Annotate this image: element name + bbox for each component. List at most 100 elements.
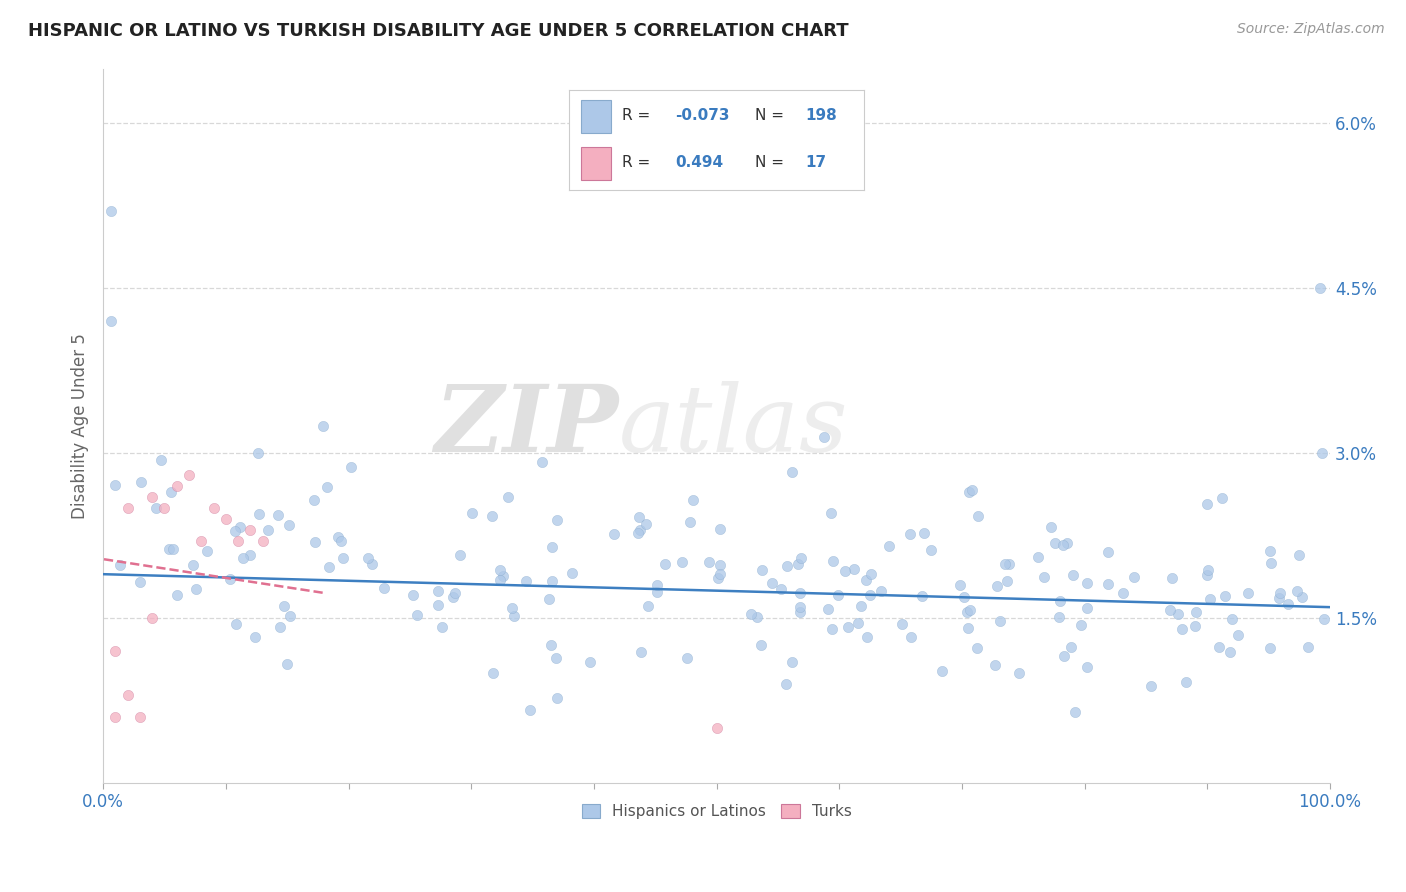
- Point: [278, 609, 301, 624]
- Point: [986, 579, 1008, 593]
- Point: [1258, 544, 1281, 558]
- Point: [540, 540, 562, 554]
- Point: [997, 574, 1019, 588]
- Point: [128, 574, 150, 589]
- Point: [789, 550, 811, 565]
- Point: [1076, 659, 1098, 673]
- Text: Source: ZipAtlas.com: Source: ZipAtlas.com: [1237, 22, 1385, 37]
- Point: [1197, 568, 1219, 582]
- Point: [821, 622, 844, 636]
- Point: [855, 574, 877, 588]
- Point: [603, 527, 626, 541]
- Point: [1268, 586, 1291, 600]
- Point: [1097, 577, 1119, 591]
- Point: [181, 558, 204, 572]
- Point: [1197, 563, 1219, 577]
- Point: [780, 655, 803, 669]
- Point: [546, 513, 568, 527]
- Point: [709, 558, 731, 573]
- Point: [1211, 491, 1233, 505]
- Point: [761, 576, 783, 591]
- Point: [449, 548, 471, 562]
- Point: [747, 609, 769, 624]
- Point: [1310, 446, 1333, 460]
- Point: [707, 572, 730, 586]
- Point: [1033, 570, 1056, 584]
- Point: [675, 650, 697, 665]
- Point: [628, 510, 651, 524]
- Point: [247, 507, 270, 521]
- Point: [202, 501, 225, 516]
- Point: [302, 493, 325, 508]
- Point: [1291, 590, 1313, 604]
- Point: [827, 588, 849, 602]
- Point: [837, 620, 859, 634]
- Point: [129, 475, 152, 490]
- Point: [232, 551, 254, 566]
- Point: [190, 534, 212, 549]
- Point: [998, 557, 1021, 571]
- Point: [911, 589, 934, 603]
- Point: [709, 566, 731, 581]
- Point: [1296, 640, 1319, 654]
- Point: [537, 591, 560, 606]
- Point: [1260, 641, 1282, 656]
- Point: [1076, 575, 1098, 590]
- Point: [332, 551, 354, 566]
- Point: [224, 524, 246, 538]
- Point: [751, 563, 773, 577]
- Point: [215, 512, 238, 526]
- Point: [541, 574, 564, 588]
- Point: [1123, 570, 1146, 584]
- Point: [1267, 591, 1289, 605]
- Point: [276, 657, 298, 671]
- Point: [983, 657, 1005, 672]
- Point: [129, 710, 152, 724]
- Point: [849, 599, 872, 613]
- Text: HISPANIC OR LATINO VS TURKISH DISABILITY AGE UNDER 5 CORRELATION CHART: HISPANIC OR LATINO VS TURKISH DISABILITY…: [28, 22, 849, 40]
- Point: [402, 588, 425, 602]
- Point: [952, 590, 974, 604]
- Point: [775, 677, 797, 691]
- Point: [740, 607, 762, 621]
- Point: [1070, 618, 1092, 632]
- Point: [628, 523, 651, 537]
- Point: [256, 523, 278, 537]
- Point: [503, 608, 526, 623]
- Point: [1062, 568, 1084, 582]
- Point: [1222, 612, 1244, 626]
- Point: [108, 558, 131, 572]
- Point: [162, 542, 184, 557]
- Point: [1052, 649, 1074, 664]
- Point: [312, 419, 335, 434]
- Text: ZIP: ZIP: [434, 381, 619, 471]
- Point: [239, 548, 262, 562]
- Point: [245, 630, 267, 644]
- Point: [1286, 584, 1309, 599]
- Point: [869, 583, 891, 598]
- Point: [157, 542, 180, 557]
- Point: [1056, 536, 1078, 550]
- Point: [519, 703, 541, 717]
- Point: [427, 584, 450, 599]
- Point: [150, 453, 173, 467]
- Point: [531, 455, 554, 469]
- Point: [671, 555, 693, 569]
- Point: [488, 563, 510, 577]
- Point: [461, 506, 484, 520]
- Point: [1312, 612, 1334, 626]
- Point: [654, 557, 676, 571]
- Point: [914, 526, 936, 541]
- Legend: Hispanics or Latinos, Turks: Hispanics or Latinos, Turks: [575, 798, 858, 825]
- Point: [813, 430, 835, 444]
- Point: [579, 655, 602, 669]
- Point: [1167, 607, 1189, 621]
- Point: [988, 614, 1011, 628]
- Point: [561, 566, 583, 581]
- Point: [949, 578, 972, 592]
- Point: [1277, 598, 1299, 612]
- Point: [218, 572, 240, 586]
- Point: [269, 620, 291, 634]
- Point: [1040, 520, 1063, 534]
- Point: [645, 584, 668, 599]
